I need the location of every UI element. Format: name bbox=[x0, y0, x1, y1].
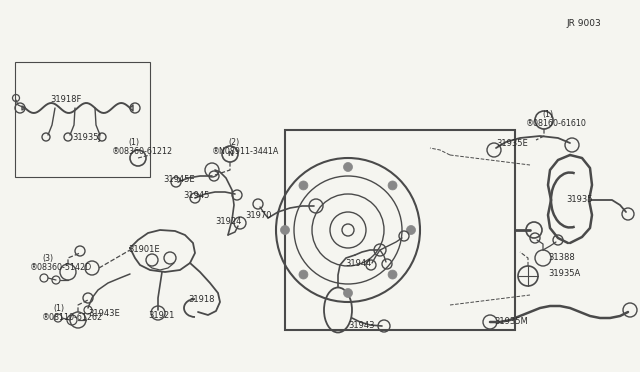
Text: ®08360-61212: ®08360-61212 bbox=[112, 148, 173, 157]
Text: 31935E: 31935E bbox=[496, 138, 528, 148]
Text: 31935J: 31935J bbox=[72, 132, 101, 141]
Text: 31945: 31945 bbox=[183, 192, 209, 201]
Text: 31918F: 31918F bbox=[50, 96, 81, 105]
Text: ®N08911-3441A: ®N08911-3441A bbox=[212, 148, 280, 157]
Text: 31935M: 31935M bbox=[494, 317, 528, 327]
Text: N: N bbox=[227, 151, 233, 157]
Circle shape bbox=[299, 181, 308, 190]
Text: 31943: 31943 bbox=[348, 321, 374, 330]
Text: (1): (1) bbox=[542, 109, 553, 119]
Text: 31918: 31918 bbox=[188, 295, 214, 305]
Bar bbox=[285, 130, 515, 330]
Text: ®08160-61610: ®08160-61610 bbox=[526, 119, 587, 128]
Text: 31935: 31935 bbox=[566, 196, 593, 205]
Text: 31901E: 31901E bbox=[128, 244, 159, 253]
Text: 31388: 31388 bbox=[548, 253, 575, 263]
Text: ®08360-5142D: ®08360-5142D bbox=[30, 263, 92, 273]
Text: 31943E: 31943E bbox=[88, 310, 120, 318]
Text: (3): (3) bbox=[42, 253, 53, 263]
Text: (2): (2) bbox=[228, 138, 239, 147]
Circle shape bbox=[299, 270, 308, 279]
Text: (1): (1) bbox=[128, 138, 139, 147]
Text: 31921: 31921 bbox=[148, 311, 174, 321]
Circle shape bbox=[280, 225, 289, 234]
Text: 31924: 31924 bbox=[215, 218, 241, 227]
Text: 31970: 31970 bbox=[245, 212, 271, 221]
Circle shape bbox=[344, 289, 353, 298]
Text: (1): (1) bbox=[53, 304, 64, 312]
Circle shape bbox=[406, 225, 415, 234]
Circle shape bbox=[388, 181, 397, 190]
Circle shape bbox=[388, 270, 397, 279]
Circle shape bbox=[344, 163, 353, 171]
Text: 31935A: 31935A bbox=[548, 269, 580, 279]
Text: 31944: 31944 bbox=[345, 260, 371, 269]
Text: ®08110-61262: ®08110-61262 bbox=[42, 314, 103, 323]
Bar bbox=[15, 62, 150, 177]
Text: 31945E: 31945E bbox=[163, 176, 195, 185]
Text: JR 9003: JR 9003 bbox=[566, 19, 601, 29]
